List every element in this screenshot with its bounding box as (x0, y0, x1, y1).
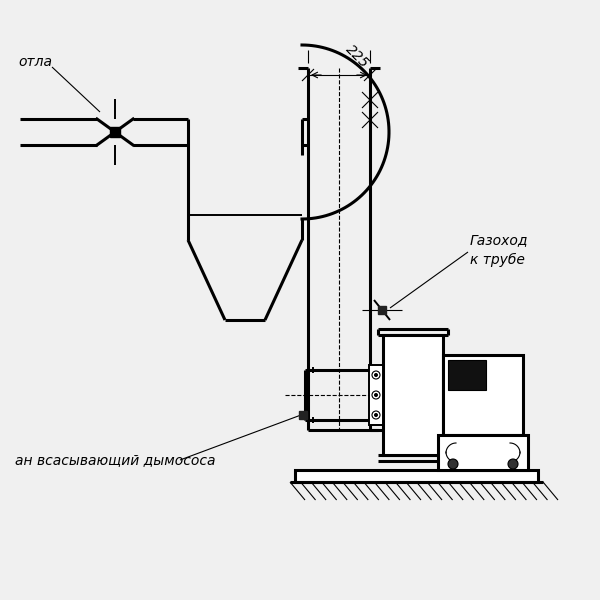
Circle shape (374, 413, 378, 417)
Bar (438, 435, 528, 470)
Circle shape (374, 393, 378, 397)
Bar (378, 306, 386, 314)
Bar (299, 411, 307, 419)
Circle shape (374, 373, 378, 377)
Bar (443, 355, 523, 435)
Bar (369, 365, 383, 425)
Circle shape (448, 459, 458, 469)
Circle shape (508, 459, 518, 469)
Bar (110, 127, 120, 137)
Bar (295, 470, 538, 482)
Bar (448, 360, 486, 390)
Text: Газоход: Газоход (470, 233, 529, 247)
Text: отла: отла (18, 55, 52, 69)
Text: ан всасывающий дымососа: ан всасывающий дымососа (15, 453, 215, 467)
Text: 225: 225 (343, 43, 371, 71)
Bar (383, 335, 443, 455)
Text: к трубе: к трубе (470, 253, 525, 267)
